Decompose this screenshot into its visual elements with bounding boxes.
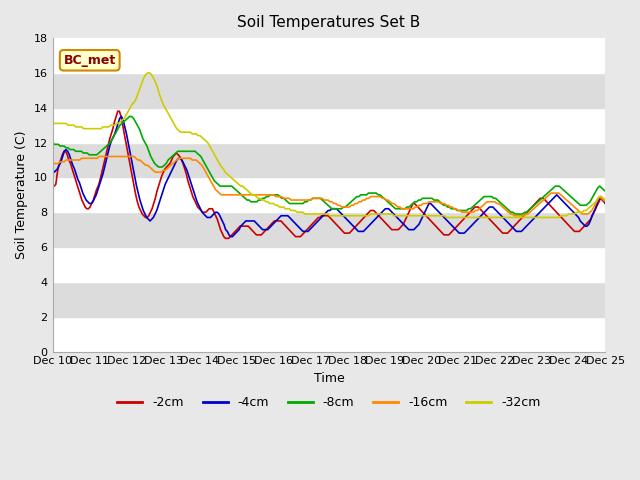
Bar bbox=[52, 212, 605, 247]
Bar bbox=[52, 317, 605, 351]
Bar bbox=[52, 247, 605, 282]
Bar bbox=[52, 38, 605, 73]
Text: BC_met: BC_met bbox=[63, 54, 116, 67]
Bar bbox=[52, 143, 605, 178]
Bar bbox=[52, 108, 605, 143]
Bar bbox=[52, 178, 605, 212]
X-axis label: Time: Time bbox=[314, 372, 344, 385]
Legend: -2cm, -4cm, -8cm, -16cm, -32cm: -2cm, -4cm, -8cm, -16cm, -32cm bbox=[112, 391, 546, 414]
Bar bbox=[52, 282, 605, 317]
Bar bbox=[52, 73, 605, 108]
Title: Soil Temperatures Set B: Soil Temperatures Set B bbox=[237, 15, 420, 30]
Y-axis label: Soil Temperature (C): Soil Temperature (C) bbox=[15, 131, 28, 259]
